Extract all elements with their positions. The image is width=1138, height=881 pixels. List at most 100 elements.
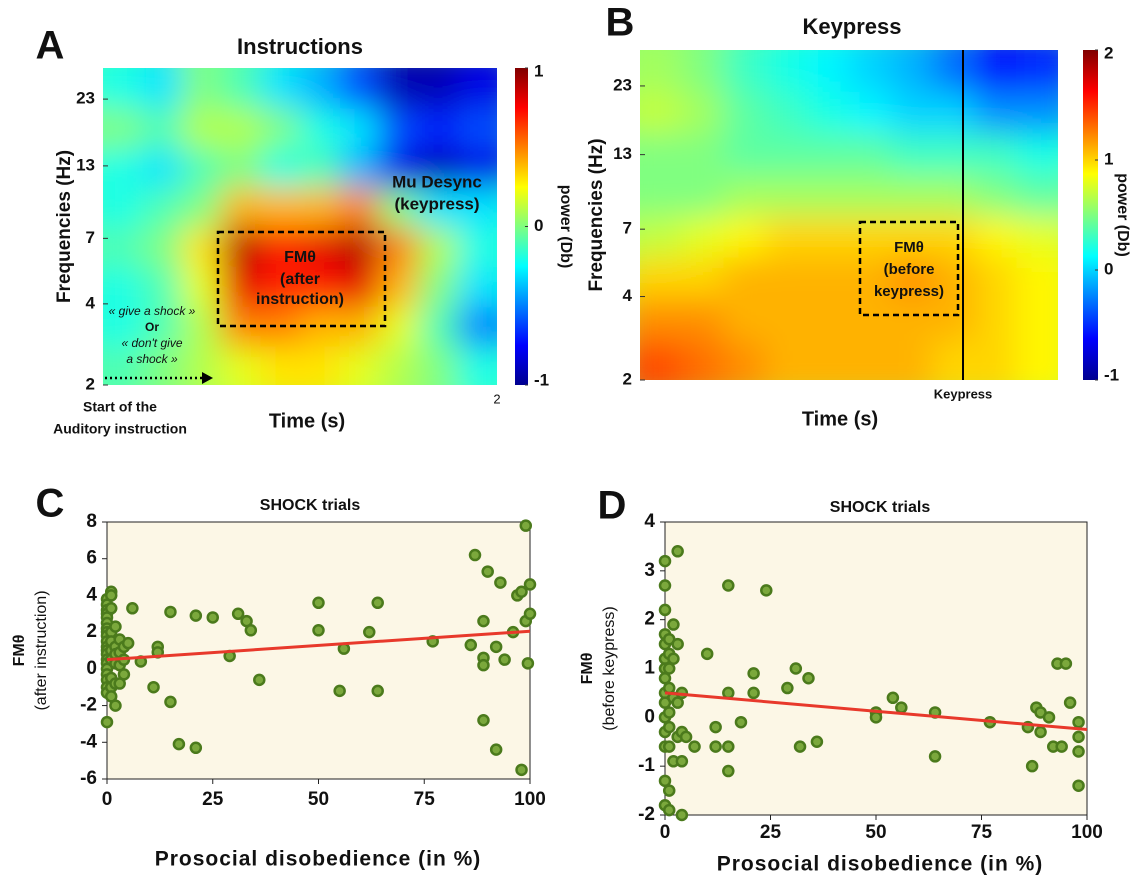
point [164,605,177,619]
point [521,657,535,670]
heatmap-cell [723,132,767,175]
point [722,740,735,753]
heatmap-cell [221,107,262,149]
colorbar [515,68,528,385]
heatmap-cell [807,50,850,93]
point [498,653,511,666]
heatmap-cell [181,107,223,149]
heatmap-cell [1016,173,1058,216]
heatmap-cell [974,215,1018,258]
y-tick-label: 4 [86,584,97,605]
heatmap-cell [1016,50,1058,93]
point [494,576,507,589]
point [333,684,346,698]
point [747,667,760,680]
heatmap-cell [1016,256,1058,299]
heatmap-cell [457,305,497,347]
y-tick-label: -2 [80,695,97,716]
point [662,784,676,797]
x-tick-label: 50 [308,789,329,810]
heatmap-cell [640,215,683,258]
point [675,808,689,822]
heatmap-cell [221,147,262,188]
y-tick-label: 7 [86,228,95,247]
heatmap-cell [723,91,767,134]
plot-bg [664,521,1088,816]
heatmap-cell [765,173,809,216]
y-tick-label: 0 [644,706,655,727]
heatmap-cell [142,147,183,188]
heatmap-cell [723,173,767,216]
heatmap-cell [890,173,934,216]
point [667,618,680,631]
colorbar-tick-label: -1 [1104,365,1119,384]
heatmap-cell [890,338,934,380]
heatmap-cell [681,132,725,175]
heatmap-cell [849,132,892,175]
x-tick-label: 100 [1071,822,1103,843]
x-axis-label: Time (s) [802,408,878,430]
heatmap-cells [103,68,497,385]
point [662,706,676,719]
heatmap-cell [1016,297,1058,340]
colorbar-tick-label: -1 [534,370,549,389]
annotation: instruction) [256,291,344,308]
point [688,740,701,753]
heatmap-cell [723,50,767,93]
annotation: Keypress [934,386,993,401]
annotation: « don't give [121,336,182,350]
point [869,711,883,724]
heatmap-cell [890,50,934,93]
heatmap-cell [932,297,976,340]
heatmap-cell [300,186,341,228]
heatmap-cell [849,338,892,380]
heatmap-cell [974,297,1018,340]
point [1072,730,1085,744]
heatmap-cell [142,266,183,307]
point [802,672,815,685]
y-tick-label: 3 [644,560,655,581]
y-tick-label: 23 [76,89,95,108]
heatmap-cell [103,305,144,347]
heatmap-cell [849,173,892,216]
point [371,596,384,610]
heatmap-cell [300,226,341,268]
heatmap-cell [142,226,183,268]
heatmap-cell [765,132,809,175]
point [109,620,122,633]
panel-letter: B [606,1,635,45]
panel-letter: D [598,484,627,528]
heatmap-cell [260,266,301,307]
heatmap-cell [932,132,976,175]
point [244,624,258,637]
point [489,640,503,654]
heatmap-cell [457,345,497,385]
point [671,637,684,651]
heatmap-cell [339,107,380,149]
point [100,715,114,729]
y-tick-label: 2 [623,369,632,388]
point [700,647,714,661]
heatmap-cell [849,256,892,299]
heatmap-cell [300,147,341,188]
point [126,602,139,615]
point [662,662,676,675]
x-tick-label: 2 [493,391,500,406]
heatmap-cell [103,68,144,109]
heatmap-cell [260,68,301,109]
heatmap-cell [890,91,934,134]
x-tick-label: 75 [414,789,436,810]
x-tick-label: 0 [660,822,671,843]
heatmap-cell [932,338,976,380]
y-axis-label: (before keypress) [601,606,618,731]
y-tick-label: -1 [638,755,655,776]
heatmap-cell [300,345,341,385]
point [363,625,376,639]
heatmap-cell [723,338,767,380]
heatmap-cell [807,297,850,340]
colorbar-tick-label: 1 [1104,149,1113,168]
heatmap-cell [418,107,459,149]
colorbar-label: power (Db) [557,185,574,269]
y-tick-label: -2 [638,804,655,825]
heatmap-cell [457,68,497,109]
